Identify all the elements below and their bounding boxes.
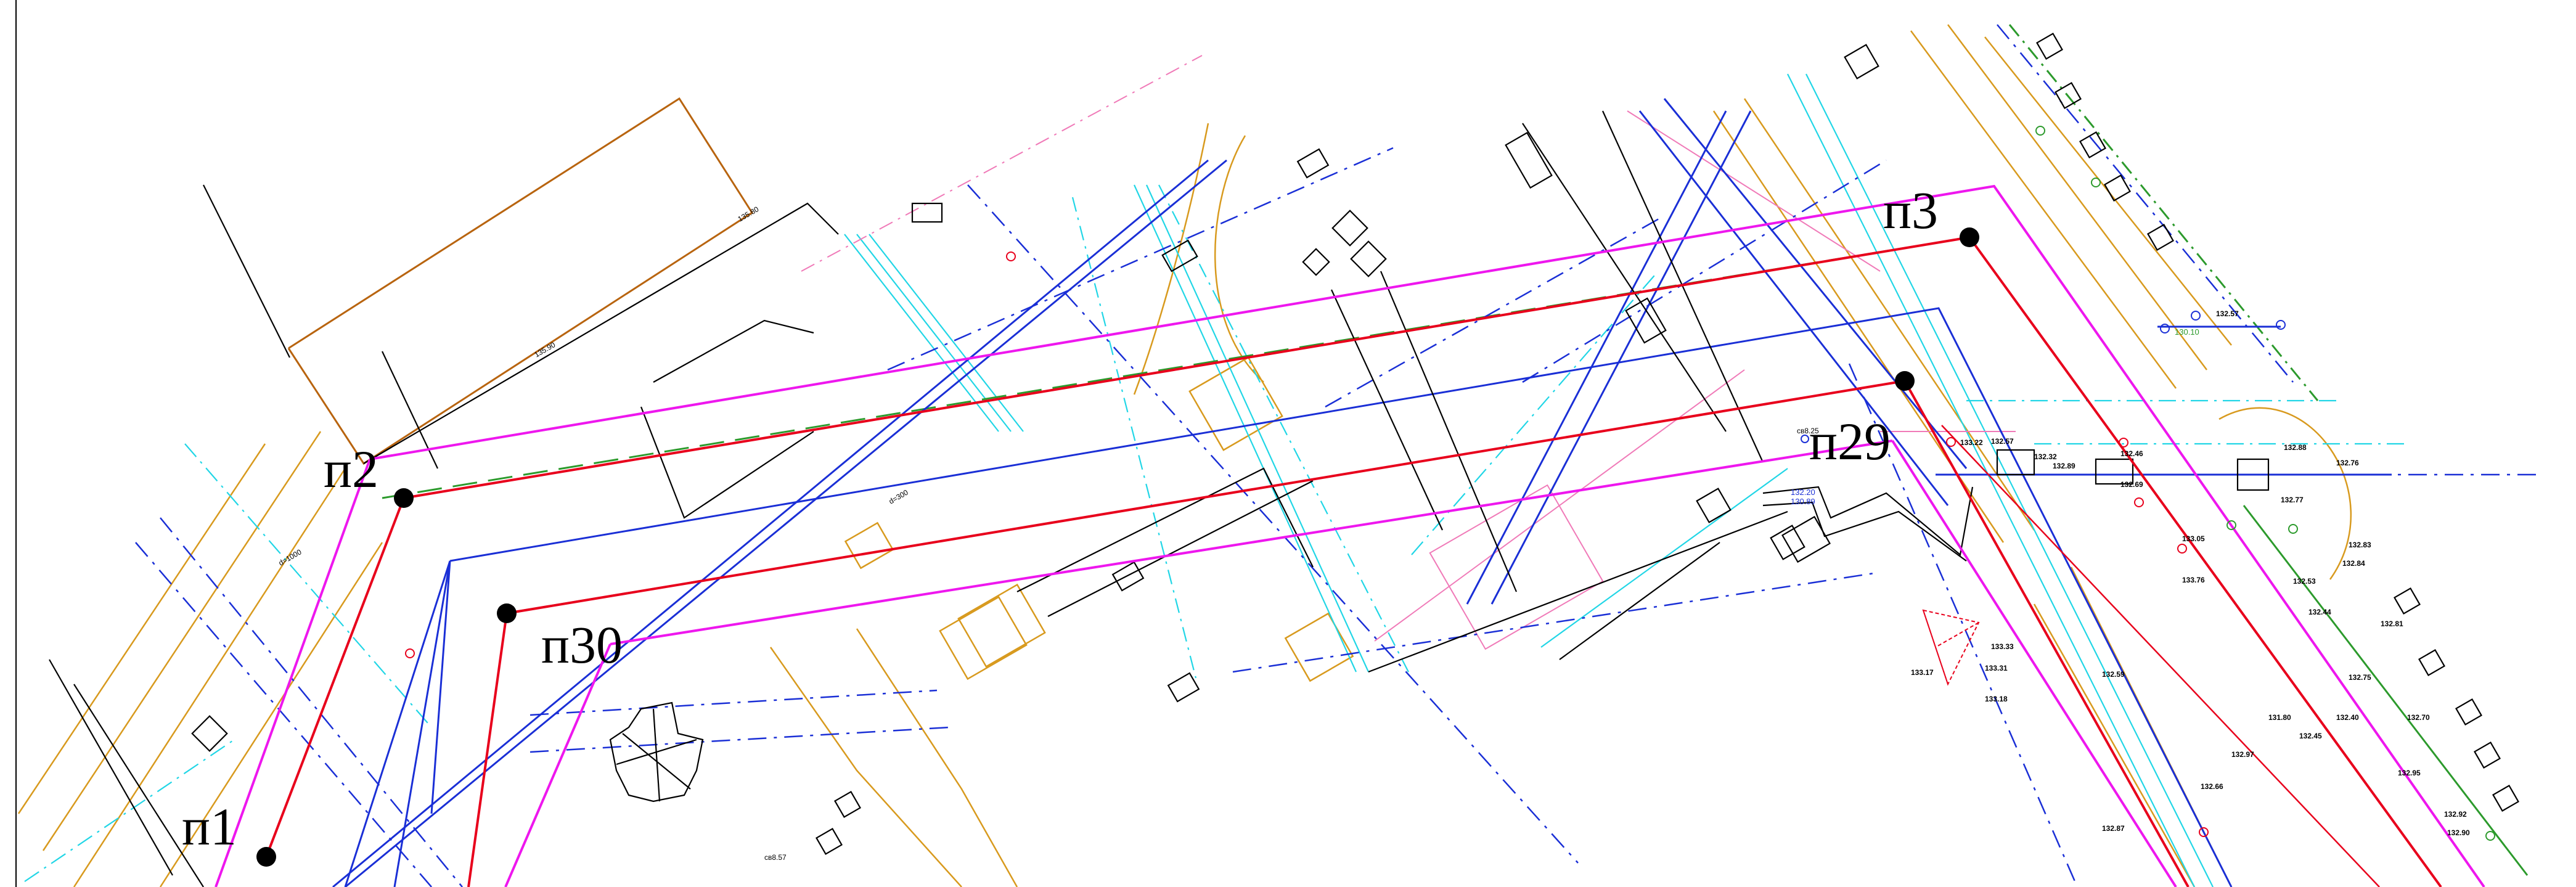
red-markers [405, 251, 2209, 837]
elevation-label: 135.90 [533, 340, 557, 359]
blue-network [332, 98, 2392, 887]
elevation-label: 132.53 [2293, 577, 2316, 586]
elevation-label: 132.45 [2299, 732, 2322, 740]
blue-dashdot-lines [135, 24, 2540, 887]
green-markers [2035, 126, 2495, 841]
green-lines [382, 24, 2529, 876]
elevation-label: 133.76 [2182, 576, 2205, 584]
elevation-label: 132.46 [2120, 449, 2143, 458]
elevation-label: 132.92 [2444, 810, 2467, 819]
elevation-label: 132.81 [2381, 619, 2403, 628]
point-marker-p2 [394, 488, 414, 508]
elevation-label: 132.32 [2034, 452, 2057, 461]
point-marker-p30 [497, 603, 517, 623]
cyan-lines [24, 73, 2404, 887]
elevation-label: 132.87 [2102, 824, 2125, 833]
elevation-label: 130.89 [1791, 497, 1815, 506]
elevation-label: 132.90 [2447, 828, 2470, 837]
elevation-label: 132.44 [2308, 608, 2331, 616]
rosette-building [609, 701, 704, 803]
elevation-label: 132.88 [2284, 443, 2307, 452]
elevation-label: 133.05 [2182, 534, 2205, 543]
elevation-label: 132.84 [2342, 559, 2365, 568]
building-outline-brown [287, 97, 754, 465]
elevation-label: 133.33 [1991, 642, 2014, 651]
pink-lines [801, 55, 2016, 650]
point-label-p3: п3 [1883, 181, 1938, 240]
pipe-diameter-label: d=1000 [277, 547, 303, 567]
elevation-label: 131.80 [2268, 713, 2291, 722]
magenta-lines [215, 184, 2485, 887]
elevation-label: 132.89 [2053, 462, 2075, 470]
elevation-label: 133.18 [1985, 695, 2008, 703]
survey-points [256, 227, 1979, 867]
well-label: cв8.57 [764, 853, 787, 862]
point-marker-p29 [1895, 371, 1915, 391]
elevation-label: 132.95 [2398, 769, 2421, 777]
elevation-label: 132.77 [2281, 496, 2304, 504]
point-label-p30: п30 [541, 615, 623, 674]
point-label-p29: п29 [1809, 412, 1891, 471]
elevation-label: 132.40 [2336, 713, 2359, 722]
elevation-label: 132.75 [2349, 673, 2371, 682]
blue-markers [1801, 311, 2286, 443]
point-label-p1: п1 [182, 797, 237, 856]
elevation-label: 130.10 [2175, 327, 2199, 337]
elevation-label: 132.66 [2201, 782, 2223, 791]
elevation-label: 133.17 [1911, 668, 1934, 677]
elevation-label: 133.31 [1985, 664, 2008, 672]
point-label-p2: п2 [324, 439, 378, 499]
point-marker-p3 [1960, 227, 1979, 247]
black-structures [49, 33, 2519, 887]
elevation-label: 132.97 [2231, 750, 2254, 759]
pipe-diameter-label: d=300 [888, 488, 910, 505]
elevation-label: 133.22 [1960, 438, 1983, 447]
elevation-label: 132.20 [1791, 488, 1815, 497]
triangle-marker [1922, 609, 1980, 686]
elevation-label: 132.70 [2407, 713, 2430, 722]
elevation-label: 132.69 [2120, 480, 2143, 489]
elevation-label: 132.59 [2102, 670, 2125, 679]
elevation-label: 132.57 [1991, 437, 2014, 446]
elevation-label: 132.83 [2349, 541, 2371, 549]
elevation-label: 132.76 [2336, 459, 2359, 467]
red-lines [265, 236, 2442, 887]
elevation-label: 132.57 [2216, 309, 2239, 318]
well-label: cв8.25 [1797, 427, 1819, 435]
point-marker-p1 [256, 847, 276, 867]
